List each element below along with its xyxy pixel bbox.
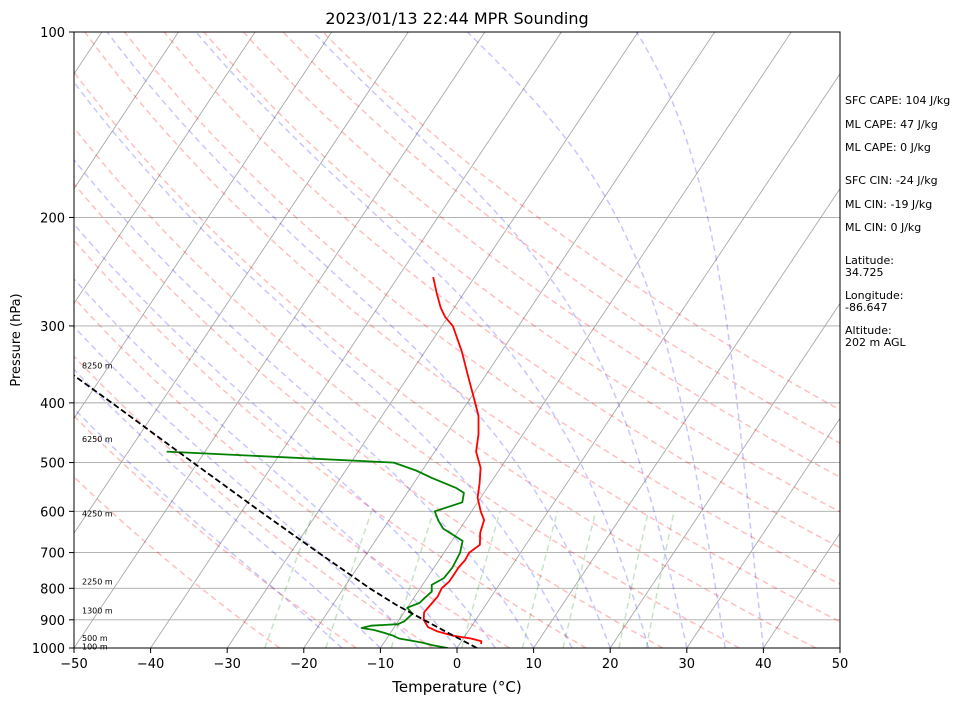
mixing-ratio-line xyxy=(618,511,650,648)
x-tick-label: 50 xyxy=(832,657,849,672)
moist-adiabat-line xyxy=(74,81,573,648)
x-tick-label: −30 xyxy=(213,657,240,672)
isotherm-line xyxy=(74,32,333,420)
height-label: 1300 m xyxy=(82,607,113,616)
x-tick-label: −20 xyxy=(290,657,317,672)
height-label: 6250 m xyxy=(82,435,113,444)
y-tick-label: 500 xyxy=(40,457,65,472)
mixing-ratio-line xyxy=(325,511,373,648)
isotherm-line xyxy=(74,32,256,305)
mixing-ratio-line xyxy=(390,511,435,648)
ml-cin-text-2: ML CIN: 0 J/kg xyxy=(845,221,921,234)
dewpoint-line xyxy=(166,450,465,648)
chart-title: 2023/01/13 22:44 MPR Sounding xyxy=(325,9,588,28)
temperature-line xyxy=(422,276,485,645)
x-tick-label: −10 xyxy=(367,657,394,672)
mixing-ratio-line xyxy=(264,511,315,648)
isotherm-line xyxy=(150,32,562,648)
y-tick-label: 200 xyxy=(40,211,65,226)
isotherm-line xyxy=(380,32,792,648)
ml-cape-text-2: ML CAPE: 0 J/kg xyxy=(845,141,931,154)
x-tick-label: 0 xyxy=(453,657,461,672)
moist-adiabat-line xyxy=(312,32,688,648)
x-axis-ticks: −50 −40 −30 −20 −10 0 10 20 30 40 50 xyxy=(60,648,848,672)
dry-adiabat-line xyxy=(74,296,510,648)
longitude-label: Longitude: xyxy=(845,289,903,302)
x-tick-label: −50 xyxy=(60,657,87,672)
x-tick-label: 20 xyxy=(602,657,619,672)
parcel-line xyxy=(74,374,478,648)
dry-adiabat-line xyxy=(203,32,840,513)
x-tick-label: −40 xyxy=(137,657,164,672)
moist-adiabat-line xyxy=(74,368,381,648)
height-label: 4250 m xyxy=(82,510,113,519)
dry-adiabat-line xyxy=(74,475,281,648)
moist-adiabat-line xyxy=(466,32,726,648)
dry-adiabat-line xyxy=(74,414,357,648)
altitude-label: Altitude: xyxy=(845,324,892,337)
y-tick-label: 700 xyxy=(40,547,65,562)
isotherm-line xyxy=(686,417,840,648)
height-label: 100 m xyxy=(82,643,108,652)
ml-cin-text: ML CIN: -19 J/kg xyxy=(845,198,932,211)
x-tick-label: 30 xyxy=(679,657,696,672)
y-axis-ticks: 1000 900 800 700 600 500 400 300 200 100 xyxy=(32,26,74,657)
y-axis-label: Pressure (hPa) xyxy=(9,293,24,386)
latitude-value: 34.725 xyxy=(845,266,884,279)
sfc-cape-text: SFC CAPE: 104 J/kg xyxy=(845,94,950,107)
moist-adiabat-line xyxy=(74,407,343,648)
x-axis-label: Temperature (°C) xyxy=(391,678,521,696)
dry-adiabat-line xyxy=(74,70,817,648)
x-tick-label: 10 xyxy=(525,657,542,672)
isotherm-line xyxy=(609,302,840,648)
y-tick-label: 1000 xyxy=(32,642,65,657)
moist-adiabat-line xyxy=(74,223,496,648)
y-tick-label: 100 xyxy=(40,26,65,41)
dry-adiabat-line xyxy=(322,32,840,411)
dry-adiabat-line xyxy=(123,32,840,585)
dry-adiabat-line xyxy=(74,126,740,648)
latitude-label: Latitude: xyxy=(845,254,894,267)
isotherm-line xyxy=(74,32,409,534)
isotherm-line xyxy=(533,187,840,648)
y-tick-label: 900 xyxy=(40,614,65,629)
mixing-ratio-line xyxy=(521,511,559,648)
moist-adiabat-line xyxy=(74,158,535,648)
ml-cape-text: ML CAPE: 47 J/kg xyxy=(845,118,938,131)
profile-lines xyxy=(74,276,485,648)
isotherm-line xyxy=(303,32,716,648)
height-label: 8250 m xyxy=(82,362,113,371)
dry-adiabat-line xyxy=(243,32,840,478)
y-tick-label: 300 xyxy=(40,320,65,335)
dry-adiabat-line xyxy=(74,239,587,648)
moist-adiabat-line xyxy=(74,325,420,648)
isotherm-line xyxy=(763,532,840,648)
mixing-ratio-line xyxy=(645,511,675,648)
moist-adiabat-line xyxy=(635,32,765,648)
dry-adiabat-line xyxy=(74,355,434,648)
height-label: 500 m xyxy=(82,634,108,643)
isotherm-line xyxy=(74,32,179,190)
stats-panel: SFC CAPE: 104 J/kg ML CAPE: 47 J/kg ML C… xyxy=(845,94,950,349)
height-label: 2250 m xyxy=(82,578,113,587)
mixing-ratio-line xyxy=(562,511,597,648)
mixing-ratio-line xyxy=(460,511,501,648)
isotherm-line xyxy=(74,32,486,648)
altitude-value: 202 m AGL xyxy=(845,336,907,349)
y-tick-label: 400 xyxy=(40,397,65,412)
dry-adiabat-line xyxy=(163,32,840,549)
longitude-value: -86.647 xyxy=(845,301,887,314)
sfc-cin-text: SFC CIN: -24 J/kg xyxy=(845,174,938,187)
x-tick-label: 40 xyxy=(755,657,772,672)
background-lines xyxy=(74,32,840,648)
isotherm-line xyxy=(226,32,639,648)
dry-adiabat-line xyxy=(84,32,840,623)
dry-adiabat-line xyxy=(74,182,664,648)
y-tick-label: 800 xyxy=(40,582,65,597)
isotherm-line xyxy=(456,72,840,648)
y-tick-label: 600 xyxy=(40,505,65,520)
moist-adiabat-line xyxy=(195,32,650,648)
